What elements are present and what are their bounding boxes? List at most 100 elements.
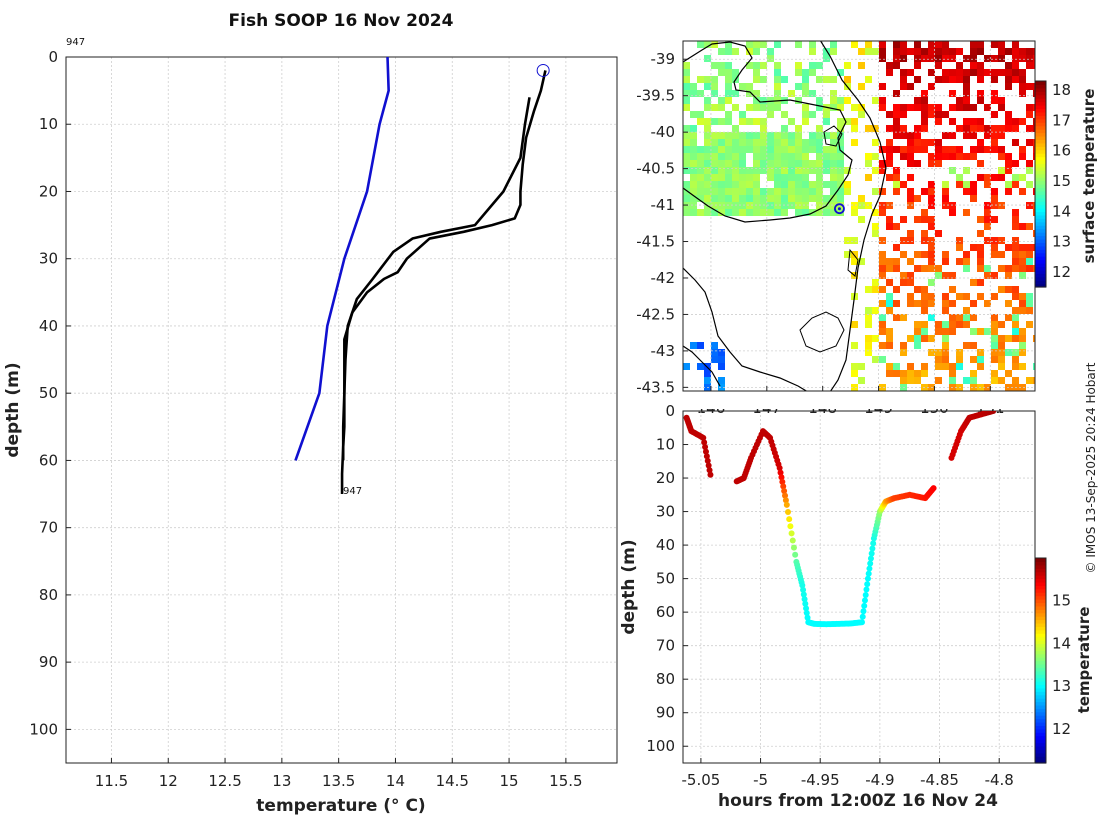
sst-colorbar-band: [1035, 266, 1046, 271]
sst-cell: [1012, 349, 1019, 356]
sst-cell: [970, 125, 977, 132]
sst-cell: [914, 195, 921, 202]
sst-cell: [760, 188, 767, 195]
sst-cell: [956, 363, 963, 370]
sst-cell: [683, 132, 690, 139]
timeseries-xlabel: hours from 12:00Z 16 Nov 24: [718, 791, 998, 811]
sst-cell: [963, 293, 970, 300]
sst-cell: [683, 188, 690, 195]
sst-cell: [1012, 69, 1019, 76]
sst-cell: [697, 188, 704, 195]
temp-colorbar-band: [1035, 571, 1046, 576]
profile-ytick-label: 30: [39, 250, 58, 268]
sst-cell: [802, 188, 809, 195]
sst-cell: [1019, 48, 1026, 55]
sst-cell: [949, 146, 956, 153]
sst-cell: [1026, 104, 1033, 111]
sst-cell: [753, 90, 760, 97]
sst-cell: [830, 76, 837, 83]
sst-colorbar-tick: 14: [1052, 202, 1071, 220]
sst-cell: [935, 41, 942, 48]
sst-colorbar-band: [1035, 108, 1046, 113]
sst-cell: [1019, 363, 1026, 370]
sst-cell: [970, 328, 977, 335]
sst-cell: [718, 104, 725, 111]
sst-cell: [1019, 174, 1026, 181]
sst-cell: [837, 104, 844, 111]
sst-cell: [683, 139, 690, 146]
profile-grid: [66, 56, 617, 763]
sst-colorbar-band: [1035, 218, 1046, 223]
sst-cell: [1012, 139, 1019, 146]
sst-cell: [1012, 237, 1019, 244]
sst-cell: [1026, 83, 1033, 90]
temp-colorbar-band: [1035, 640, 1046, 645]
sst-cell: [998, 132, 1005, 139]
sst-cell: [984, 69, 991, 76]
sst-cell: [823, 55, 830, 62]
sst-cell: [739, 181, 746, 188]
sst-cell: [914, 132, 921, 139]
sst-cell: [851, 202, 858, 209]
sst-cell: [816, 97, 823, 104]
temperature-point: [704, 457, 711, 464]
sst-cell: [844, 188, 851, 195]
temp-colorbar-frame: [1034, 557, 1047, 764]
sst-cell: [753, 160, 760, 167]
sst-cell: [1019, 188, 1026, 195]
sst-cell: [1033, 104, 1035, 111]
sst-cell: [921, 370, 928, 377]
sst-cell: [711, 181, 718, 188]
sst-colorbar-band: [1035, 252, 1046, 257]
temperature-point: [865, 570, 872, 577]
sst-cell: [886, 370, 893, 377]
sst-cell: [956, 244, 963, 251]
sst-cell: [774, 139, 781, 146]
map-label-mask: [683, 397, 1035, 409]
profile-series: [294, 57, 550, 495]
sst-cell: [907, 377, 914, 384]
sst-cell: [921, 188, 928, 195]
map-ytick-label: -43.5: [636, 378, 675, 396]
sst-cell: [781, 139, 788, 146]
sst-cell: [977, 363, 984, 370]
sst-cell: [851, 384, 858, 391]
sst-cell: [956, 69, 963, 76]
sst-cell: [991, 202, 998, 209]
sst-cell: [1012, 293, 1019, 300]
sst-cell: [718, 118, 725, 125]
temperature-point: [799, 582, 806, 589]
sst-cell: [1012, 174, 1019, 181]
sst-colorbar-band: [1035, 214, 1046, 219]
sst-cell: [1005, 188, 1012, 195]
sst-cell: [788, 139, 795, 146]
sst-colorbar-band: [1035, 135, 1046, 140]
sst-cell: [886, 279, 893, 286]
sst-cell: [837, 195, 844, 202]
sst-cell: [774, 174, 781, 181]
sst-cell: [774, 90, 781, 97]
sst-cell: [893, 41, 900, 48]
sst-cell: [872, 167, 879, 174]
sst-cell: [753, 195, 760, 202]
credit-text: © IMOS 13-Sep-2025 20:24 Hobart: [1084, 362, 1098, 573]
sst-cell: [907, 279, 914, 286]
temp-colorbar-band: [1035, 756, 1046, 761]
temperature-point: [786, 516, 793, 523]
sst-cell: [697, 111, 704, 118]
sst-cell: [893, 167, 900, 174]
sst-cell: [1019, 244, 1026, 251]
sst-cell: [907, 370, 914, 377]
sst-cell: [907, 258, 914, 265]
map-ytick-label: -40: [651, 123, 676, 141]
sst-cell: [991, 97, 998, 104]
sst-cell: [900, 216, 907, 223]
temp-colorbar-band: [1035, 677, 1046, 682]
sst-cell: [802, 146, 809, 153]
map-ytick-label: -40.5: [636, 160, 675, 178]
sst-cell: [879, 160, 886, 167]
sst-cell: [865, 342, 872, 349]
sst-cell: [683, 125, 690, 132]
sst-cell: [1019, 328, 1026, 335]
map-panel: 146147148149150151-39-39.5-40-40.5-41-41…: [636, 40, 1098, 417]
